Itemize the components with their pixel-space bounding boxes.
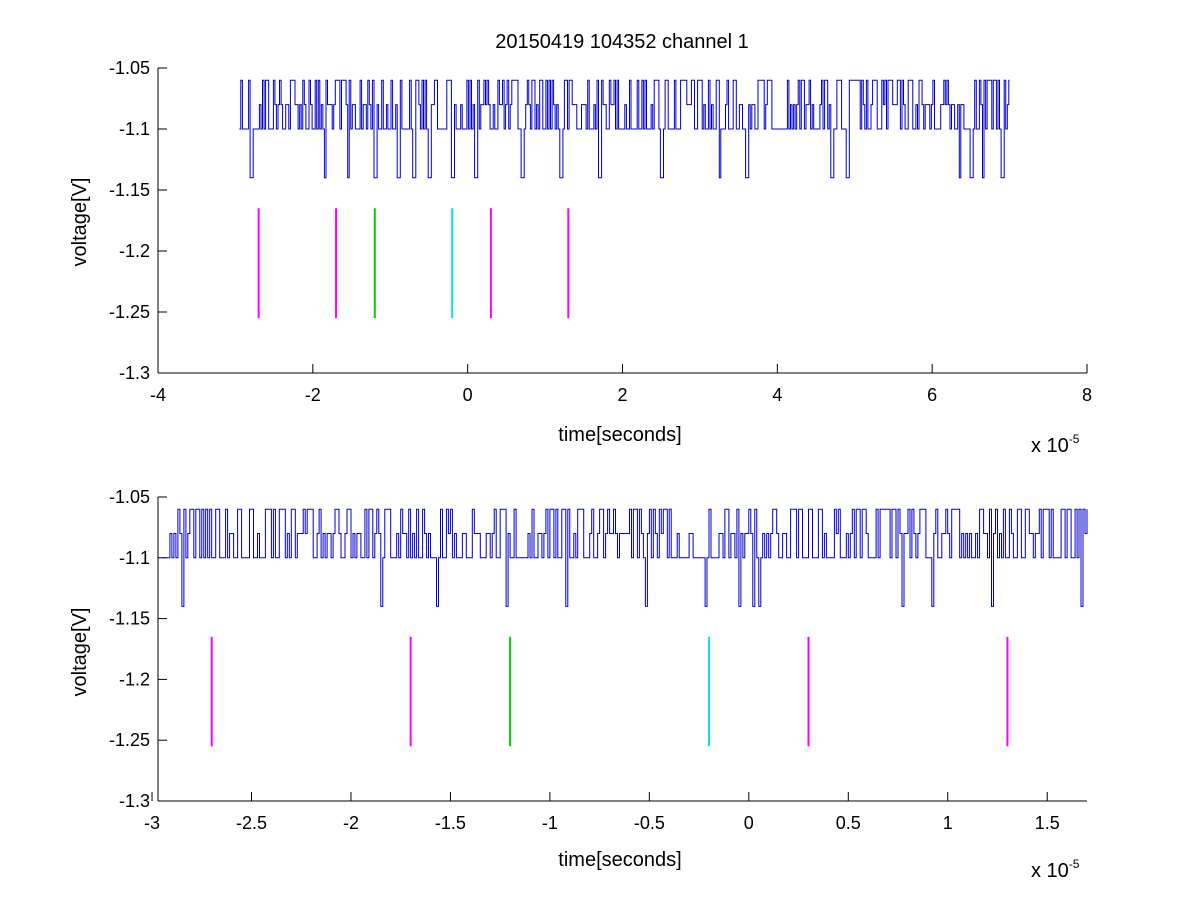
- bottom-y-tick-label: -1.15: [109, 609, 150, 629]
- bottom-x-axis-label: time[seconds]: [558, 849, 681, 871]
- top-y-tick-label: -1.1: [119, 119, 150, 139]
- bottom-y-tick-label: -1.1: [119, 548, 150, 568]
- bottom-x-tick-label: -0.5: [634, 813, 665, 833]
- bottom-y-tick-label: -1.25: [109, 730, 150, 750]
- top-x-exponent-label: x 10-5: [1031, 432, 1080, 457]
- top-y-tick-label: -1.2: [119, 241, 150, 261]
- top-y-tick-label: -1.05: [109, 58, 150, 78]
- top-waveform-series: [239, 79, 1010, 179]
- bottom-x-tick-label: 1.5: [1035, 813, 1060, 833]
- top-x-tick-label: -2: [305, 385, 321, 405]
- bottom-x-tick-label: -2.5: [236, 813, 267, 833]
- bottom-x-tick-label: -2: [343, 813, 359, 833]
- bottom-subplot: time[seconds] voltage[V] x 10-5 -3 -2.5 -2…: [69, 487, 1088, 882]
- bottom-x-exponent-label: x 10-5: [1031, 857, 1080, 882]
- bottom-x-tick-label: -1.5: [435, 813, 466, 833]
- top-x-axis-label: time[seconds]: [558, 424, 681, 446]
- figure-title: 20150419 104352 channel 1: [495, 31, 749, 53]
- top-y-tick-label: -1.25: [109, 302, 150, 322]
- top-x-tick-label: -4: [150, 385, 166, 405]
- bottom-x-tick-label: 0.5: [836, 813, 861, 833]
- top-subplot: time[seconds] voltage[V] x 10-5 -4 -2 0 2 4 6…: [69, 58, 1092, 457]
- top-y-tick-label: -1.15: [109, 180, 150, 200]
- bottom-y-tick-label: -1.05: [109, 487, 150, 507]
- top-x-exponent: -5: [1069, 432, 1080, 446]
- top-x-tick-label: 8: [1082, 385, 1092, 405]
- bottom-x-tick-label: -3: [144, 813, 160, 833]
- top-x-tick-label: 4: [772, 385, 782, 405]
- bottom-y-tick-label: -1.3: [119, 791, 150, 811]
- top-x-tick-label: 2: [617, 385, 627, 405]
- top-y-tick-label: -1.3: [119, 363, 150, 383]
- bottom-x-tick-label: -1: [542, 813, 558, 833]
- bottom-waveform-series: [162, 508, 1088, 607]
- bottom-x-multiplier: x 10: [1031, 860, 1069, 882]
- bottom-y-tick-label: -1.2: [119, 669, 150, 689]
- bottom-x-tick-label: 1: [943, 813, 953, 833]
- bottom-x-exponent: -5: [1069, 857, 1080, 871]
- top-x-multiplier: x 10: [1031, 435, 1069, 457]
- top-x-tick-label: 0: [463, 385, 473, 405]
- top-x-tick-label: 6: [927, 385, 937, 405]
- top-y-axis-label: voltage[V]: [69, 178, 91, 267]
- bottom-y-axis-label: voltage[V]: [69, 608, 91, 697]
- bottom-x-tick-label: 0: [744, 813, 754, 833]
